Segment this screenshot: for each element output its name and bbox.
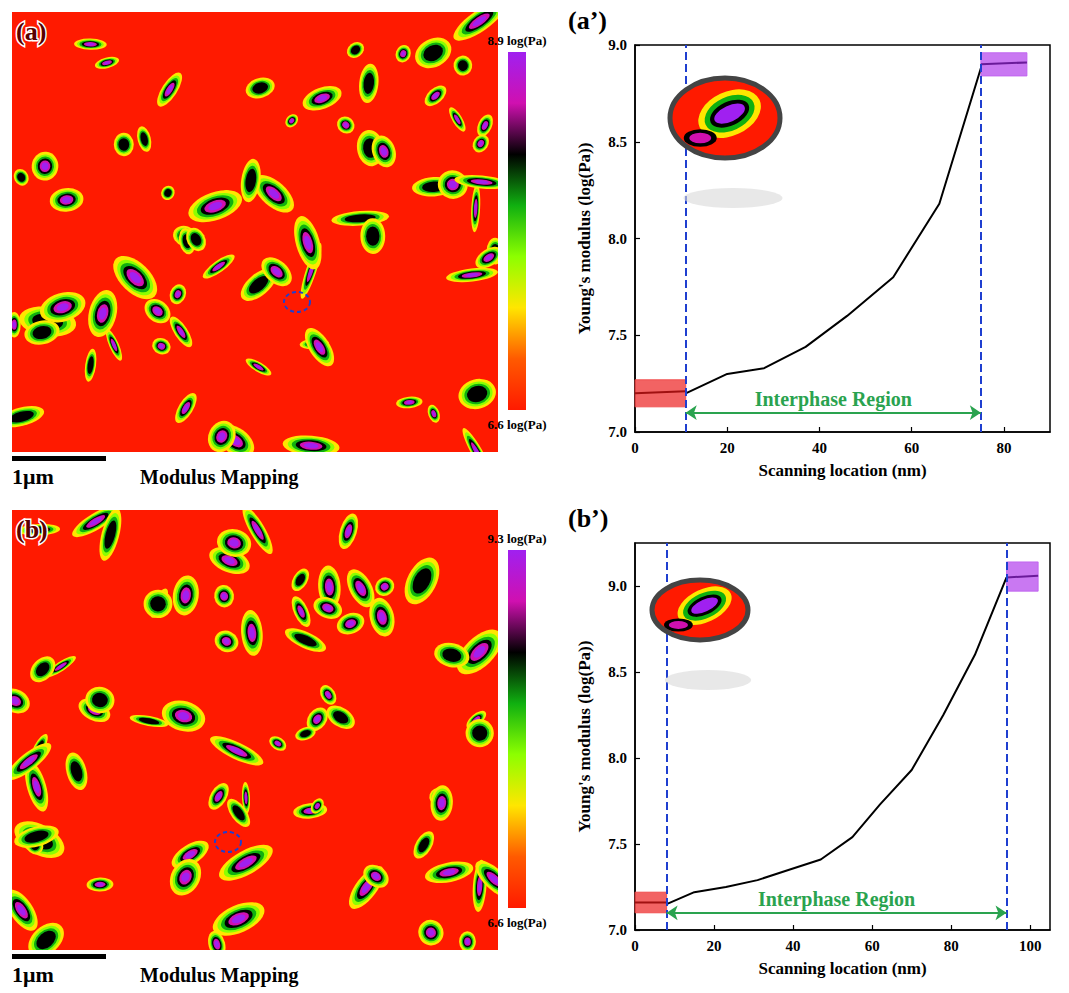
svg-text:Scanning location (nm): Scanning location (nm) [758, 461, 926, 480]
svg-text:Interphase Region: Interphase Region [758, 888, 915, 911]
svg-text:20: 20 [720, 440, 735, 456]
svg-text:80: 80 [944, 938, 959, 954]
svg-text:8.0: 8.0 [608, 231, 627, 247]
svg-text:20: 20 [707, 938, 722, 954]
svg-text:7.0: 7.0 [608, 922, 627, 938]
html-text:(b’): (b’) [568, 504, 609, 533]
svg-text:Modulus Mapping: Modulus Mapping [140, 964, 298, 987]
svg-text:8.5: 8.5 [608, 134, 627, 150]
svg-text:Young's modulus (log(Pa)): Young's modulus (log(Pa)) [575, 143, 594, 335]
svg-text:0: 0 [631, 440, 639, 456]
html-text:(a’): (a’) [568, 6, 607, 35]
svg-text:Modulus Mapping: Modulus Mapping [140, 466, 298, 489]
svg-text:0: 0 [631, 938, 639, 954]
svg-text:Young's modulus (log(Pa)): Young's modulus (log(Pa)) [575, 641, 594, 833]
svg-text:1μm: 1μm [12, 464, 54, 489]
svg-text:60: 60 [904, 440, 919, 456]
svg-text:Interphase Region: Interphase Region [755, 388, 912, 411]
svg-text:Scanning location (nm): Scanning location (nm) [758, 959, 926, 978]
svg-text:6.6 log(Pa): 6.6 log(Pa) [487, 417, 546, 432]
svg-text:9.0: 9.0 [608, 37, 627, 53]
svg-text:1μm: 1μm [12, 962, 54, 987]
svg-text:(a): (a) [16, 17, 46, 46]
svg-text:100: 100 [1019, 938, 1041, 954]
svg-text:7.5: 7.5 [608, 836, 627, 852]
svg-text:8.0: 8.0 [608, 750, 627, 766]
svg-text:6.6 log(Pa): 6.6 log(Pa) [487, 915, 546, 930]
svg-text:8.9 log(Pa): 8.9 log(Pa) [487, 33, 546, 48]
svg-text:60: 60 [865, 938, 880, 954]
svg-text:40: 40 [812, 440, 827, 456]
svg-text:9.3 log(Pa): 9.3 log(Pa) [487, 531, 546, 546]
svg-text:(b): (b) [16, 515, 48, 544]
svg-text:40: 40 [786, 938, 801, 954]
svg-text:8.5: 8.5 [608, 664, 627, 680]
svg-text:80: 80 [996, 440, 1011, 456]
svg-text:9.0: 9.0 [608, 578, 627, 594]
svg-text:7.5: 7.5 [608, 327, 627, 343]
svg-text:7.0: 7.0 [608, 424, 627, 440]
